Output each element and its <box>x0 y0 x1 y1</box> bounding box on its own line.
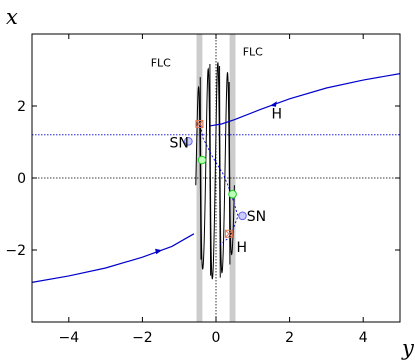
marker-eq-4 <box>197 155 207 165</box>
y-axis-label: x <box>6 5 18 29</box>
annotation-5: H <box>236 240 247 256</box>
band-1 <box>229 34 236 322</box>
oscillation-curve <box>195 61 235 280</box>
x-tick-label-0: −4 <box>58 330 79 346</box>
x-axis-label: y <box>401 336 415 360</box>
y-tick-label-2: −2 <box>5 243 26 259</box>
series-layer <box>31 73 401 283</box>
y-tick-label-0: 2 <box>17 99 26 115</box>
band-0 <box>196 34 203 322</box>
annotation-3: SN <box>170 135 189 151</box>
marker-H-3 <box>224 229 233 238</box>
oscillation-layer <box>195 61 235 280</box>
annotation-0: FLC <box>151 56 171 69</box>
series-line-1 <box>210 73 401 127</box>
annotation-4: SN <box>247 209 266 225</box>
series-line-0 <box>31 233 195 283</box>
marker-layer <box>184 120 247 238</box>
x-tick-label-4: 4 <box>359 330 368 346</box>
band-layer <box>196 34 236 322</box>
marker-SN-1 <box>238 211 247 221</box>
series-arrow-0 <box>155 248 163 255</box>
reference-line-layer <box>32 34 400 322</box>
x-tick-label-3: 2 <box>285 330 294 346</box>
marker-eq-5 <box>228 189 237 199</box>
marker-H-cross-b-2 <box>195 120 204 128</box>
annotation-2: H <box>271 107 282 123</box>
series-line-2 <box>200 125 239 245</box>
marker-SN-0 <box>184 136 193 146</box>
marker-H-cross-b-3 <box>225 229 233 238</box>
tick-layer: −4 −2 0 2 4 2 0 −2 <box>5 34 400 346</box>
marker-H-2 <box>195 120 204 128</box>
series-arrow-1 <box>269 101 277 107</box>
annotation-1: FLC <box>243 46 263 59</box>
x-tick-label-1: −2 <box>132 330 153 346</box>
y-tick-label-1: 0 <box>17 171 26 187</box>
x-tick-label-2: 0 <box>212 330 221 346</box>
